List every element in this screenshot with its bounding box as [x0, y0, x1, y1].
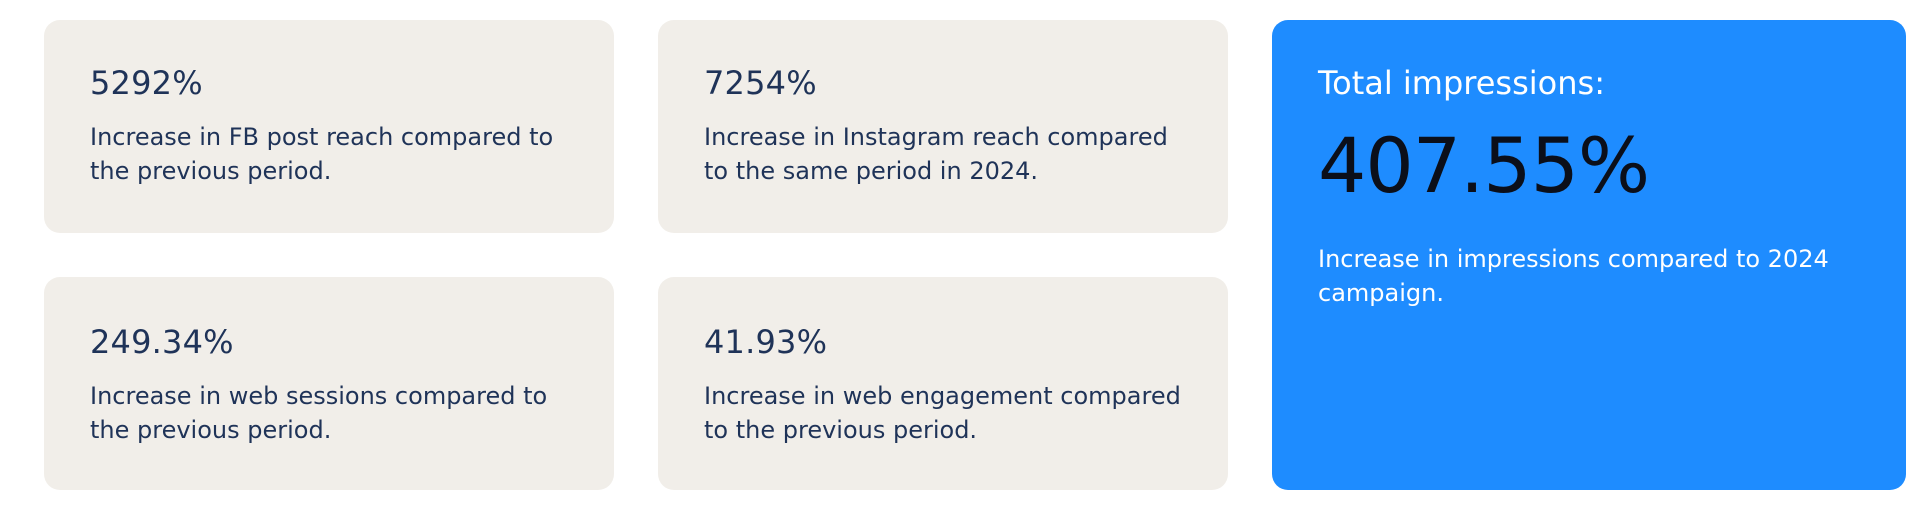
highlight-label: Total impressions: [1318, 64, 1605, 102]
stat-description: Increase in web sessions compared to the… [90, 382, 548, 444]
stat-value: 41.93% [704, 323, 828, 361]
stat-card-fb-reach: 5292% Increase in FB post reach compared… [44, 20, 614, 233]
highlight-description: Increase in impressions compared to 2024… [1318, 245, 1829, 307]
stat-card-web-sessions: 249.34% Increase in web sessions compare… [44, 277, 614, 490]
stat-value: 249.34% [90, 323, 234, 361]
stat-card-web-engagement: 41.93% Increase in web engagement compar… [658, 277, 1228, 490]
highlight-value: 407.55% [1318, 121, 1650, 210]
stat-value: 5292% [90, 64, 203, 102]
stat-description: Increase in web engagement compared to t… [704, 382, 1181, 444]
stat-card-instagram-reach: 7254% Increase in Instagram reach compar… [658, 20, 1228, 233]
stat-value: 7254% [704, 64, 817, 102]
stat-description: Increase in FB post reach compared to th… [90, 123, 554, 185]
highlight-card-total-impressions: Total impressions: 407.55% Increase in i… [1272, 20, 1906, 490]
stat-description: Increase in Instagram reach compared to … [704, 123, 1168, 185]
